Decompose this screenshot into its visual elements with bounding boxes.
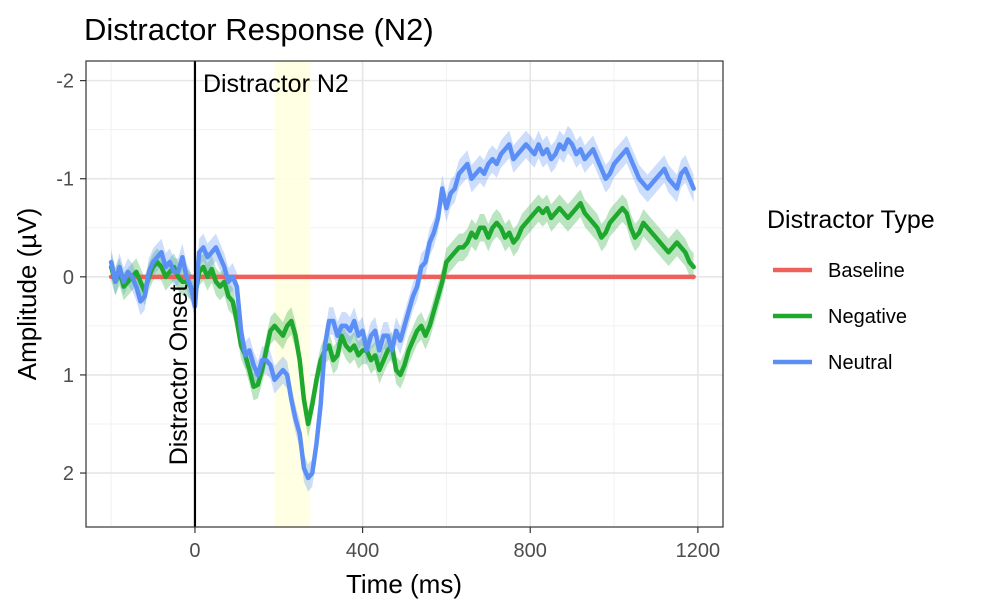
y-tick-label: -1 (56, 169, 74, 191)
onset-label: Distractor Onset (165, 285, 193, 466)
y-axis-label: Amplitude (µV) (12, 208, 42, 380)
highlight-region (274, 61, 311, 527)
legend-item-baseline: Baseline (773, 260, 905, 282)
series-line-neutral (108, 137, 696, 481)
x-tick-label: 800 (514, 540, 547, 562)
x-tick-label: 1200 (676, 540, 721, 562)
legend-label: Neutral (828, 352, 892, 374)
legend-items: Baseline Negative Neutral (773, 260, 907, 374)
y-tick-label: 1 (63, 365, 74, 387)
y-tick-label: -2 (56, 71, 74, 93)
x-tick-label: 0 (189, 540, 200, 562)
x-axis-label: Time (ms) (346, 569, 462, 599)
highlight-label: Distractor N2 (203, 70, 349, 98)
legend-label: Baseline (828, 260, 905, 282)
legend-item-negative: Negative (773, 306, 907, 328)
highlight-rect (274, 61, 311, 527)
y-axis-ticks: -2 -1 0 1 2 (56, 71, 86, 485)
x-tick-label: 400 (346, 540, 379, 562)
plot-border (85, 60, 724, 528)
series-lines (108, 137, 696, 481)
legend: Distractor Type Baseline Negative Neutral (767, 206, 935, 374)
series-line-negative (108, 201, 696, 427)
band-neutral (111, 125, 694, 492)
y-tick-label: 2 (63, 463, 74, 485)
onset-line-group: Distractor Onset Distractor N2 (165, 61, 349, 527)
y-tick-label: 0 (63, 267, 74, 289)
x-axis-ticks: 0 400 800 1200 (189, 527, 720, 562)
legend-title: Distractor Type (767, 206, 935, 234)
legend-item-neutral: Neutral (773, 352, 892, 374)
chart-title: Distractor Response (N2) (84, 12, 434, 47)
legend-label: Negative (828, 306, 907, 328)
